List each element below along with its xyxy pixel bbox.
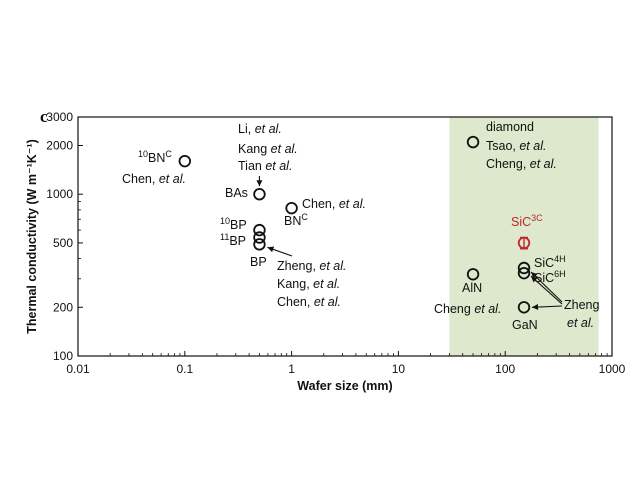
label-lbas_ref3: Tian et al. bbox=[238, 159, 292, 173]
label-l10bn_ref: Chen, et al. bbox=[122, 172, 186, 186]
label-lbn_ref: Chen, et al. bbox=[302, 197, 366, 211]
x-tick-label: 100 bbox=[495, 362, 515, 376]
y-tick-label: 100 bbox=[53, 349, 73, 363]
x-tick-label: 1000 bbox=[599, 362, 626, 376]
x-tick-label: 0.1 bbox=[176, 362, 193, 376]
x-tick-label: 10 bbox=[392, 362, 406, 376]
annotations: 10BNC Chen, et al. Li, et al. Kang et al. Ti… bbox=[122, 120, 599, 332]
plot-frame bbox=[77, 116, 613, 357]
label-ldia: diamond bbox=[486, 120, 534, 134]
x-tick-label: 1 bbox=[288, 362, 295, 376]
label-lbp_ref3: Chen, et al. bbox=[277, 295, 341, 309]
point-bas bbox=[253, 187, 266, 201]
point-aln bbox=[466, 268, 480, 281]
annotation-arrows bbox=[256, 176, 563, 311]
label-lbp_ref2: Kang, et al. bbox=[277, 277, 340, 291]
label-lsic3c: SiC3C bbox=[511, 213, 543, 229]
label-lbas: BAs bbox=[225, 186, 248, 200]
arrow-head bbox=[531, 276, 538, 283]
label-ldia_ref2: Cheng, et al. bbox=[486, 157, 557, 171]
label-lzheng2: et al. bbox=[567, 316, 594, 330]
label-l11bp: 11BP bbox=[220, 232, 246, 248]
arrow-head bbox=[531, 271, 538, 279]
label-lbn: BNC bbox=[284, 212, 308, 228]
y-tick-label: 200 bbox=[53, 300, 73, 314]
point-gan bbox=[517, 301, 531, 314]
x-axis-title: Wafer size (mm) bbox=[297, 379, 392, 393]
point-10bp bbox=[253, 223, 266, 237]
arrow-shaft bbox=[530, 275, 563, 305]
label-lbas_ref1: Li, et al. bbox=[238, 122, 282, 136]
point-bn bbox=[285, 201, 298, 215]
label-lsic4h: SiC4H bbox=[534, 254, 566, 270]
axis-ticks bbox=[77, 116, 613, 357]
y-tick-label: 2000 bbox=[46, 138, 73, 152]
label-l10bn: 10BNC bbox=[138, 149, 172, 165]
label-lgan_ref: Cheng et al. bbox=[434, 302, 501, 316]
y-tick-label: 3000 bbox=[46, 110, 73, 124]
arrow-head bbox=[532, 304, 539, 311]
arrow-head bbox=[267, 246, 275, 253]
point-diamond bbox=[466, 135, 480, 149]
arrow-shaft bbox=[530, 271, 563, 303]
y-tick-label: 1000 bbox=[46, 187, 73, 201]
y-axis-title: Thermal conductivity (W m⁻¹K⁻¹) bbox=[25, 139, 39, 333]
point-sic3c bbox=[517, 236, 531, 250]
tick-labels: 0.01 0.1 1 10 100 1000 100 200 500 1000 2000 3000 bbox=[46, 110, 625, 376]
panel-label: c bbox=[40, 107, 48, 126]
label-lbp_ref1: Zheng, et al. bbox=[277, 259, 347, 273]
point-sic4h bbox=[517, 261, 531, 275]
label-ldia_ref1: Tsao, et al. bbox=[486, 139, 546, 153]
y-tick-label: 500 bbox=[53, 236, 73, 250]
label-l10bp: 10BP bbox=[220, 216, 247, 232]
point-sic6h bbox=[517, 266, 531, 280]
label-laln: AlN bbox=[462, 281, 482, 295]
arrow-head bbox=[256, 180, 263, 187]
point-11bp bbox=[253, 231, 266, 244]
point-10bn bbox=[178, 154, 192, 168]
label-lgan: GaN bbox=[512, 318, 538, 332]
data-points bbox=[178, 135, 531, 314]
label-lsic6h: SiC6H bbox=[534, 269, 566, 285]
label-lbp: BP bbox=[250, 255, 267, 269]
x-tick-label: 0.01 bbox=[66, 362, 90, 376]
label-lbas_ref2: Kang et al. bbox=[238, 142, 298, 156]
shaded-region bbox=[449, 117, 599, 356]
point-bp bbox=[253, 238, 266, 251]
label-lzheng1: Zheng bbox=[564, 298, 599, 312]
